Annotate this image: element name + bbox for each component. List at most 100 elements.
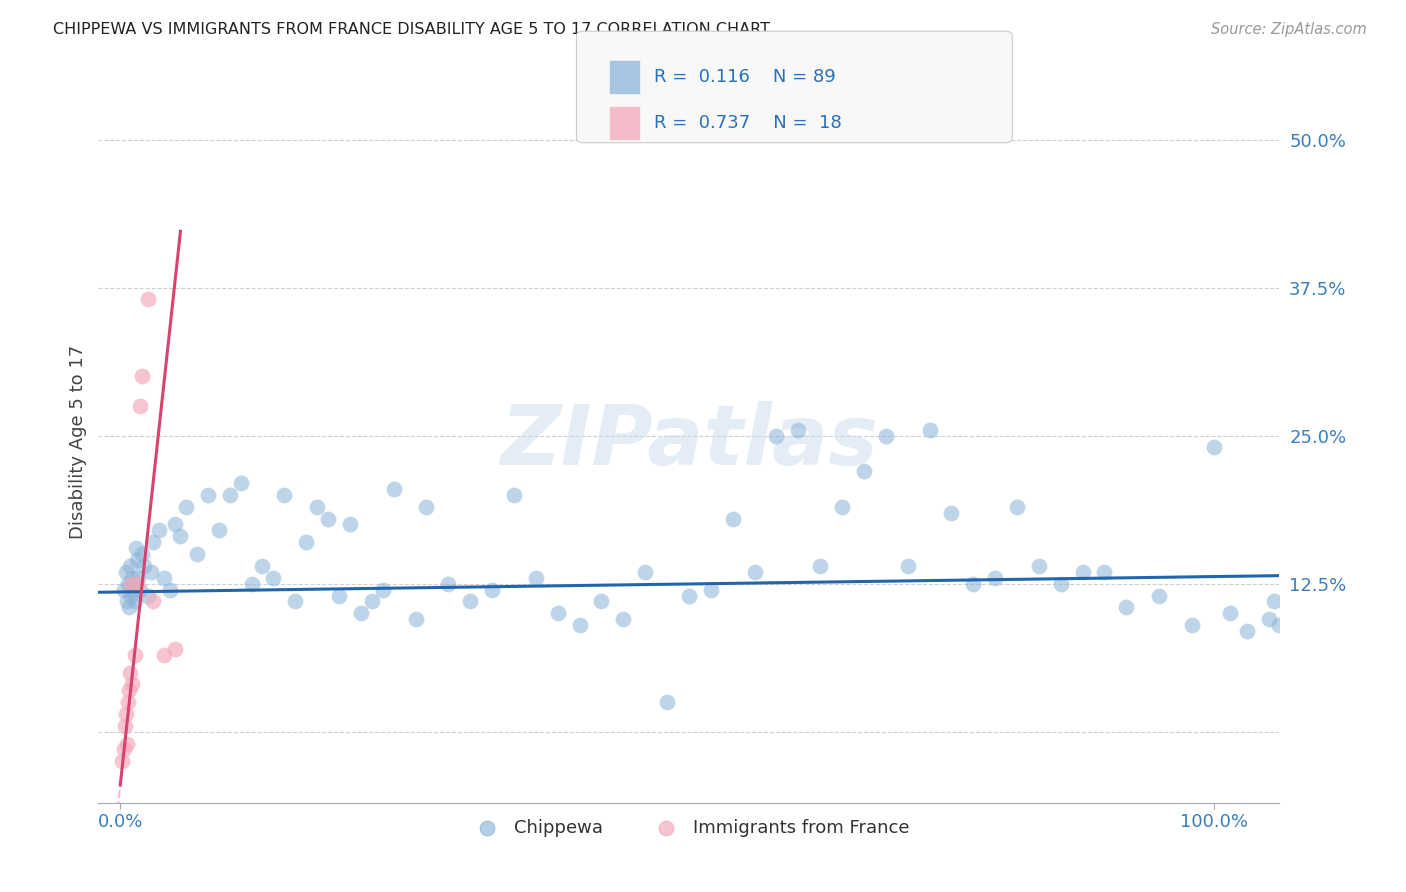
Point <box>142 594 165 608</box>
Point <box>159 582 181 597</box>
Point <box>1028 558 1050 573</box>
Point <box>591 594 613 608</box>
Point <box>350 607 373 621</box>
Y-axis label: Disability Age 5 to 17: Disability Age 5 to 17 <box>69 344 87 539</box>
Point <box>118 683 141 698</box>
Point <box>1115 600 1137 615</box>
Point <box>120 589 142 603</box>
Point <box>117 576 139 591</box>
Point <box>382 482 405 496</box>
Point <box>547 607 569 621</box>
Point <box>153 648 176 662</box>
Point <box>852 464 875 478</box>
Point <box>984 571 1007 585</box>
Point <box>115 737 138 751</box>
Point <box>273 488 295 502</box>
Point <box>875 428 897 442</box>
Point <box>124 594 146 608</box>
Point <box>120 576 142 591</box>
Point <box>744 565 766 579</box>
Point <box>120 558 142 573</box>
Point <box>524 571 547 585</box>
Point <box>316 511 339 525</box>
Point <box>139 565 162 579</box>
Text: R =  0.737    N =  18: R = 0.737 N = 18 <box>654 114 842 132</box>
Point <box>897 558 920 573</box>
Point <box>127 571 149 585</box>
Point <box>148 524 170 538</box>
Point <box>136 589 159 603</box>
Point <box>678 589 700 603</box>
Point <box>328 589 350 603</box>
Legend: Chippewa, Immigrants from France: Chippewa, Immigrants from France <box>461 812 917 845</box>
Point <box>131 547 153 561</box>
Point <box>112 742 135 756</box>
Point <box>1268 618 1291 632</box>
Point <box>700 582 723 597</box>
Point <box>1219 607 1241 621</box>
Point <box>481 582 503 597</box>
Text: Source: ZipAtlas.com: Source: ZipAtlas.com <box>1211 22 1367 37</box>
Point <box>765 428 787 442</box>
Point <box>240 576 263 591</box>
Point <box>197 488 219 502</box>
Point <box>117 695 139 709</box>
Text: CHIPPEWA VS IMMIGRANTS FROM FRANCE DISABILITY AGE 5 TO 17 CORRELATION CHART: CHIPPEWA VS IMMIGRANTS FROM FRANCE DISAB… <box>53 22 770 37</box>
Point <box>208 524 231 538</box>
Point <box>163 517 186 532</box>
Point <box>1147 589 1170 603</box>
Point <box>142 535 165 549</box>
Point <box>284 594 307 608</box>
Point <box>120 665 142 680</box>
Point <box>1094 565 1116 579</box>
Point <box>1071 565 1094 579</box>
Point <box>1291 607 1313 621</box>
Point <box>360 594 382 608</box>
Point <box>371 582 394 597</box>
Point <box>655 695 678 709</box>
Point <box>218 488 240 502</box>
Point <box>125 553 148 567</box>
Point <box>114 565 136 579</box>
Point <box>114 706 136 721</box>
Point <box>1263 594 1285 608</box>
Point <box>405 612 427 626</box>
Point <box>122 582 145 597</box>
Point <box>1202 441 1225 455</box>
Point <box>941 506 963 520</box>
Point <box>1279 630 1302 644</box>
Point <box>568 618 591 632</box>
Point <box>118 600 141 615</box>
Point <box>153 571 176 585</box>
Text: R =  0.116    N = 89: R = 0.116 N = 89 <box>654 68 835 86</box>
Point <box>307 500 329 514</box>
Point <box>124 541 146 556</box>
Point <box>415 500 437 514</box>
Point <box>831 500 853 514</box>
Point <box>136 293 159 307</box>
Point <box>1236 624 1258 638</box>
Point <box>295 535 318 549</box>
Point <box>125 576 148 591</box>
Point <box>252 558 274 573</box>
Point <box>169 529 191 543</box>
Point <box>124 648 146 662</box>
Point <box>115 594 138 608</box>
Point <box>186 547 208 561</box>
Point <box>437 576 460 591</box>
Point <box>918 423 941 437</box>
Point <box>121 677 143 691</box>
Point <box>458 594 481 608</box>
Point <box>114 719 136 733</box>
Point <box>1005 500 1028 514</box>
Point <box>131 369 153 384</box>
Point <box>503 488 526 502</box>
Point <box>1301 701 1323 715</box>
Point <box>962 576 984 591</box>
Point <box>787 423 810 437</box>
Point <box>229 475 252 490</box>
Point <box>612 612 634 626</box>
Point <box>262 571 284 585</box>
Point <box>721 511 744 525</box>
Point <box>1049 576 1071 591</box>
